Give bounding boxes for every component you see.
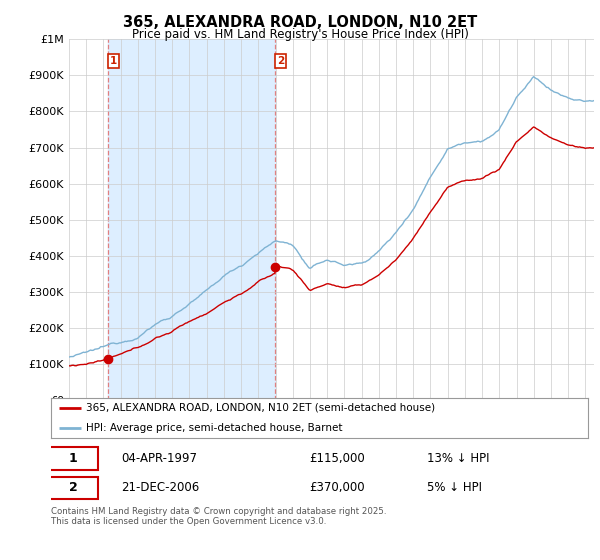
Text: 13% ↓ HPI: 13% ↓ HPI bbox=[427, 451, 490, 465]
Text: £370,000: £370,000 bbox=[309, 481, 364, 494]
Text: 1: 1 bbox=[110, 56, 117, 66]
Text: 5% ↓ HPI: 5% ↓ HPI bbox=[427, 481, 482, 494]
Text: 21-DEC-2006: 21-DEC-2006 bbox=[121, 481, 199, 494]
FancyBboxPatch shape bbox=[49, 477, 98, 500]
Text: 04-APR-1997: 04-APR-1997 bbox=[121, 451, 197, 465]
Text: 365, ALEXANDRA ROAD, LONDON, N10 2ET (semi-detached house): 365, ALEXANDRA ROAD, LONDON, N10 2ET (se… bbox=[86, 403, 435, 413]
Text: 1: 1 bbox=[68, 451, 77, 465]
Text: Contains HM Land Registry data © Crown copyright and database right 2025.
This d: Contains HM Land Registry data © Crown c… bbox=[51, 507, 386, 526]
Text: 2: 2 bbox=[68, 481, 77, 494]
Text: HPI: Average price, semi-detached house, Barnet: HPI: Average price, semi-detached house,… bbox=[86, 423, 343, 433]
Bar bbox=[108, 39, 275, 400]
Text: 2: 2 bbox=[277, 56, 284, 66]
FancyBboxPatch shape bbox=[49, 447, 98, 470]
Text: £115,000: £115,000 bbox=[309, 451, 365, 465]
Text: 365, ALEXANDRA ROAD, LONDON, N10 2ET: 365, ALEXANDRA ROAD, LONDON, N10 2ET bbox=[123, 15, 477, 30]
Text: Price paid vs. HM Land Registry's House Price Index (HPI): Price paid vs. HM Land Registry's House … bbox=[131, 28, 469, 41]
